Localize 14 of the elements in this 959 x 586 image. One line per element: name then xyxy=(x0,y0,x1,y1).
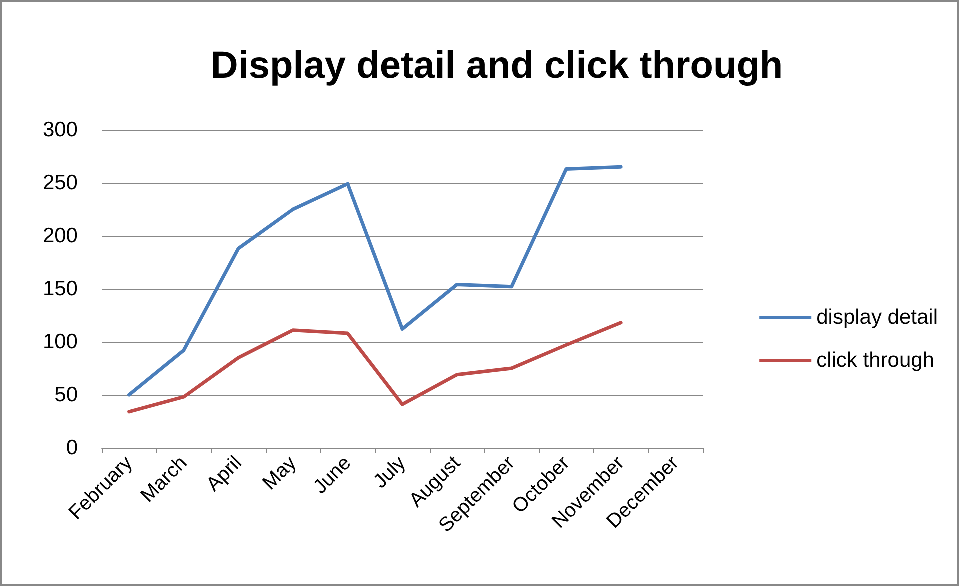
y-tick-label: 50 xyxy=(54,384,78,406)
chart-title: Display detail and click through xyxy=(210,45,784,87)
x-tick-label: May xyxy=(258,452,302,494)
line-series xyxy=(128,321,623,414)
y-tick-label: 200 xyxy=(42,224,78,248)
y-tick-label: 150 xyxy=(42,278,78,300)
y-tick-label: 0 xyxy=(66,436,78,460)
line-series xyxy=(128,165,623,397)
legend-label: click through xyxy=(816,349,934,372)
y-tick-label: 100 xyxy=(42,330,78,354)
y-tick-label: 250 xyxy=(42,172,78,194)
y-tick-label: 300 xyxy=(42,118,78,142)
x-tick-label: July xyxy=(370,452,410,493)
legend-label: display detail xyxy=(816,306,938,329)
